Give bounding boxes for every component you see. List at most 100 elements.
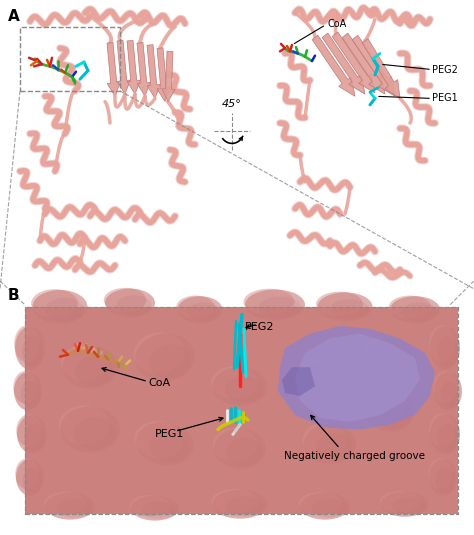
Ellipse shape	[74, 417, 116, 449]
Ellipse shape	[318, 293, 373, 321]
Ellipse shape	[149, 345, 191, 378]
Ellipse shape	[136, 422, 194, 465]
Ellipse shape	[225, 376, 264, 403]
Ellipse shape	[330, 299, 369, 319]
Ellipse shape	[176, 295, 215, 318]
Ellipse shape	[33, 290, 88, 324]
Ellipse shape	[429, 459, 457, 496]
Polygon shape	[137, 42, 150, 96]
Bar	[25, 307, 458, 514]
Ellipse shape	[44, 492, 86, 515]
Polygon shape	[278, 326, 435, 430]
Ellipse shape	[214, 429, 266, 469]
Ellipse shape	[364, 339, 416, 377]
Ellipse shape	[22, 337, 43, 366]
Polygon shape	[362, 39, 400, 98]
Ellipse shape	[365, 389, 415, 432]
Ellipse shape	[130, 495, 171, 516]
Ellipse shape	[61, 345, 108, 381]
Polygon shape	[117, 40, 130, 94]
Ellipse shape	[259, 296, 301, 318]
Ellipse shape	[24, 424, 45, 451]
Polygon shape	[342, 33, 385, 94]
Ellipse shape	[433, 371, 457, 403]
Ellipse shape	[429, 413, 455, 447]
Polygon shape	[157, 48, 170, 102]
Polygon shape	[282, 367, 315, 396]
Ellipse shape	[31, 289, 78, 318]
Ellipse shape	[310, 371, 348, 399]
Ellipse shape	[13, 371, 37, 403]
Ellipse shape	[436, 468, 455, 493]
Ellipse shape	[142, 501, 176, 519]
Ellipse shape	[20, 381, 40, 408]
Polygon shape	[127, 40, 140, 94]
Ellipse shape	[131, 496, 179, 521]
Ellipse shape	[117, 295, 152, 315]
Polygon shape	[147, 44, 160, 98]
Ellipse shape	[14, 325, 40, 362]
Ellipse shape	[188, 302, 219, 321]
Ellipse shape	[376, 347, 412, 374]
Ellipse shape	[105, 288, 155, 317]
Ellipse shape	[60, 407, 120, 453]
Ellipse shape	[45, 297, 83, 321]
Text: A: A	[8, 9, 20, 24]
Ellipse shape	[135, 421, 184, 458]
Text: PEG2: PEG2	[245, 322, 275, 332]
Polygon shape	[352, 35, 395, 96]
Ellipse shape	[437, 423, 458, 452]
Ellipse shape	[63, 346, 118, 389]
Ellipse shape	[75, 356, 114, 386]
Ellipse shape	[392, 498, 426, 515]
Ellipse shape	[225, 496, 264, 517]
Ellipse shape	[299, 492, 341, 515]
Polygon shape	[107, 42, 120, 96]
Ellipse shape	[14, 372, 42, 410]
Text: CoA: CoA	[148, 378, 170, 388]
Ellipse shape	[211, 489, 258, 514]
Ellipse shape	[437, 337, 458, 366]
Ellipse shape	[363, 338, 407, 370]
Polygon shape	[332, 32, 375, 93]
Ellipse shape	[17, 415, 47, 454]
Text: 45°: 45°	[222, 99, 242, 109]
Ellipse shape	[213, 427, 257, 462]
Ellipse shape	[311, 499, 346, 518]
Ellipse shape	[56, 499, 91, 518]
Ellipse shape	[430, 414, 460, 454]
Polygon shape	[312, 35, 355, 96]
Text: PEG1: PEG1	[432, 94, 458, 103]
Ellipse shape	[104, 288, 146, 312]
Ellipse shape	[316, 433, 352, 461]
Ellipse shape	[304, 424, 356, 464]
Polygon shape	[295, 334, 420, 422]
Ellipse shape	[364, 388, 406, 424]
Ellipse shape	[16, 459, 44, 496]
Ellipse shape	[428, 458, 452, 490]
Ellipse shape	[430, 326, 460, 370]
Ellipse shape	[149, 432, 190, 463]
Ellipse shape	[135, 333, 195, 382]
Bar	[25, 307, 458, 514]
Ellipse shape	[16, 414, 42, 447]
Ellipse shape	[212, 490, 267, 519]
Ellipse shape	[58, 406, 109, 445]
Ellipse shape	[303, 423, 347, 457]
Text: Negatively charged groove: Negatively charged groove	[284, 452, 426, 461]
Ellipse shape	[212, 367, 267, 406]
Bar	[20, 27, 120, 91]
Ellipse shape	[244, 289, 294, 315]
Ellipse shape	[316, 292, 363, 316]
Ellipse shape	[380, 491, 420, 513]
Ellipse shape	[381, 492, 429, 517]
Polygon shape	[162, 51, 175, 102]
Ellipse shape	[300, 493, 350, 519]
Ellipse shape	[22, 468, 42, 493]
Ellipse shape	[177, 296, 222, 323]
Ellipse shape	[134, 332, 184, 373]
Ellipse shape	[376, 399, 411, 429]
Text: PEG1: PEG1	[155, 429, 184, 439]
Ellipse shape	[434, 372, 462, 410]
Polygon shape	[322, 33, 365, 94]
